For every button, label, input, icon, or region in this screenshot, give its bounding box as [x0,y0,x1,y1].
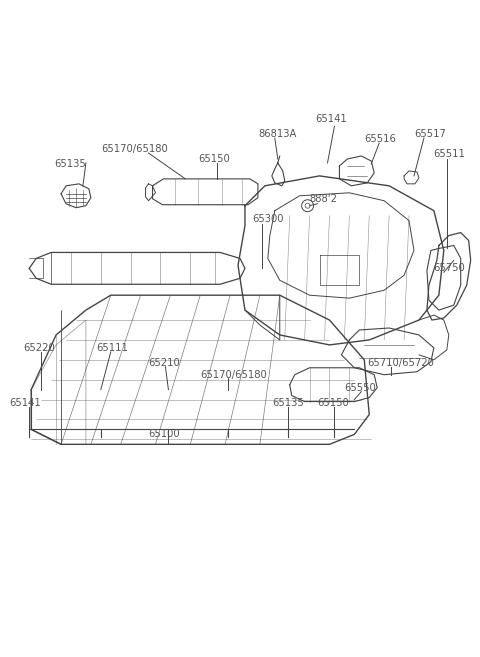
Text: 65710/65720: 65710/65720 [367,358,434,368]
Text: 65511: 65511 [433,149,465,159]
Text: 65170/65180: 65170/65180 [200,370,267,380]
Text: 65141: 65141 [315,114,348,124]
Text: 86813A: 86813A [258,129,296,139]
Text: 65516: 65516 [364,134,396,144]
Text: 65150: 65150 [318,397,349,407]
Text: 65141: 65141 [9,397,41,407]
Text: 65150: 65150 [198,154,230,164]
Text: 65100: 65100 [148,430,180,440]
Text: 65210: 65210 [148,358,180,368]
Text: 65750: 65750 [433,263,465,273]
Text: 65135: 65135 [54,159,86,169]
Text: 65517: 65517 [414,129,446,139]
Text: 888'2: 888'2 [310,194,337,204]
Text: 65111: 65111 [96,343,128,353]
Text: 65550: 65550 [344,382,376,393]
Text: 65220: 65220 [23,343,55,353]
Text: 65170/65180: 65170/65180 [101,144,168,154]
Text: 65135: 65135 [272,397,303,407]
Text: 65300: 65300 [252,214,283,223]
